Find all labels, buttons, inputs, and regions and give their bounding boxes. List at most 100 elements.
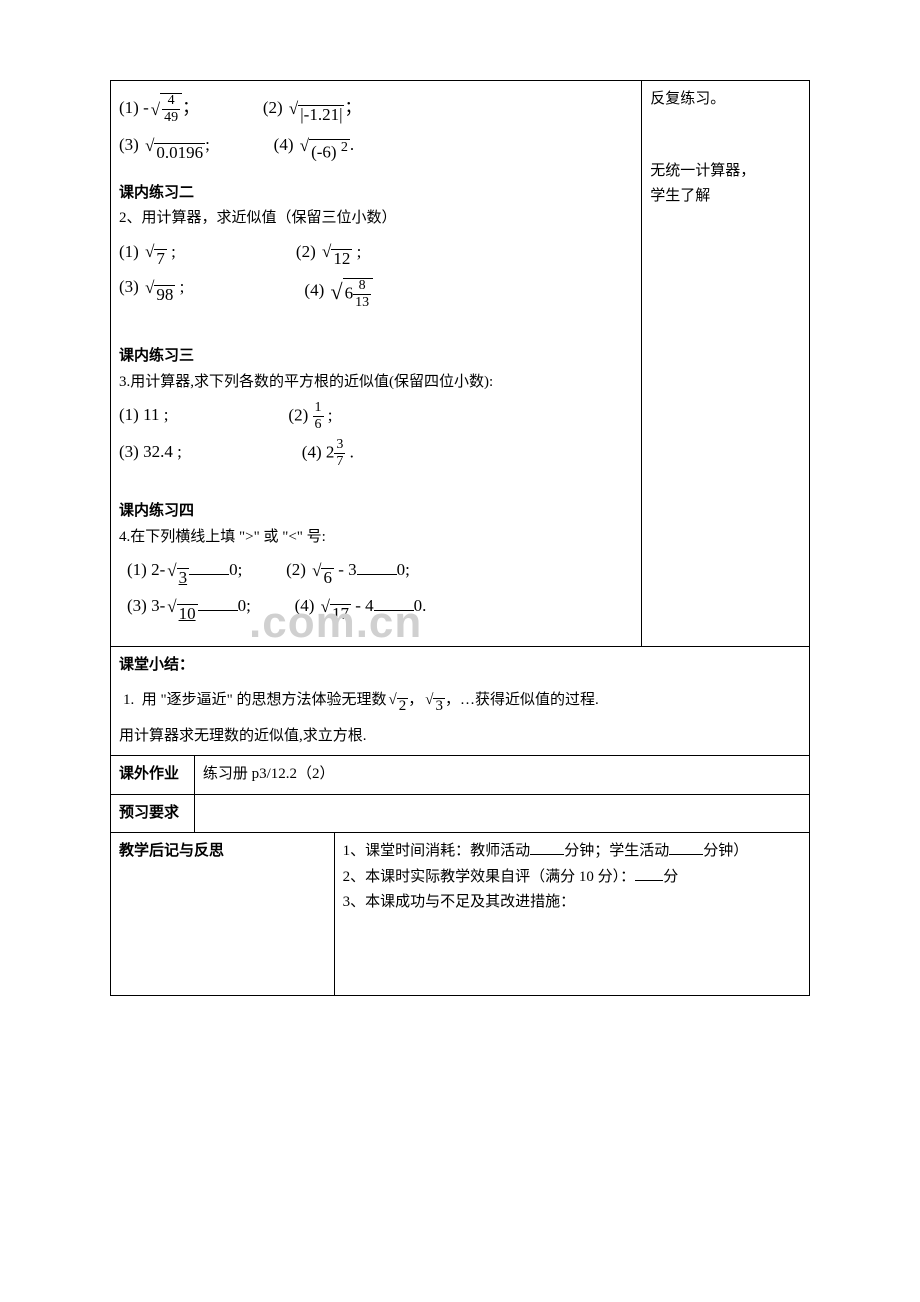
ex4-1-blank[interactable] (189, 557, 229, 575)
summary-line2: 用计算器求无理数的近似值,求立方根. (119, 724, 801, 750)
ex1-4-tail: . (350, 135, 354, 154)
ex4-3-a: (3) 3- (127, 596, 165, 615)
ex4-4-mid: - 4 (351, 596, 374, 615)
ex2-4-whole: 6 (345, 284, 354, 303)
ex3-heading: 课内练习三 (119, 344, 633, 370)
ex3-4-num: 3 (334, 438, 345, 454)
ex4-2-tail: 0; (397, 560, 410, 579)
ex1-2-label: (2) (263, 98, 287, 117)
ex1-4-sup: 2 (341, 139, 348, 155)
main-content-cell: (1) -√449； (2) √|-1.21|； (3) √0.0196; (4… (111, 81, 642, 647)
hw-label: 课外作业 (119, 762, 186, 788)
ex2-row2: (3) √98 ; (4) √6813 (119, 273, 633, 310)
ex1-1-tail: ； (182, 98, 199, 117)
hw-value: 练习册 p3/12.2（2） (203, 766, 335, 782)
ex3-4-den: 7 (334, 454, 345, 469)
ex4-1-a: (1) 2- (127, 560, 165, 579)
ex2-1-tail: ; (167, 242, 176, 261)
main-table: (1) -√449； (2) √|-1.21|； (3) √0.0196; (4… (110, 80, 810, 756)
summary-line1-tail: ，…获得近似值的过程. (445, 692, 599, 708)
reflect-label: 教学后记与反思 (119, 843, 224, 859)
ex2-2-tail: ; (352, 242, 361, 261)
ex1-3-tail: ; (205, 135, 210, 154)
ex4-3-tail: 0; (238, 596, 251, 615)
reflect-2b: 分 (663, 869, 678, 885)
ex1-3-rad: 0.0196 (154, 143, 205, 161)
ex4-2-mid: - 3 (334, 560, 357, 579)
reflect-1a: 1、课堂时间消耗：教师活动 (343, 843, 531, 859)
ex1-line1: (1) -√449； (2) √|-1.21|； (119, 93, 633, 125)
ex2-1-rad: 7 (154, 249, 167, 267)
ex1-1-num: 4 (162, 94, 180, 110)
reflect-label-cell: 教学后记与反思 (111, 833, 335, 996)
ex4-1-tail: 0; (229, 560, 242, 579)
ex1-2-rad: |-1.21| (298, 105, 344, 123)
reflect-1b: 分钟；学生活动 (564, 843, 669, 859)
side-note-2b: 学生了解 (650, 184, 801, 210)
ex1-4-rad: (-6) (311, 143, 336, 162)
ex1-2-tail: ； (344, 98, 361, 117)
ex2-row1: (1) √7 ; (2) √12 ; (119, 238, 633, 268)
ex2-heading: 课内练习二 (119, 181, 633, 207)
ex4-1-rad: 3 (177, 568, 190, 586)
ex2-3-label: (3) (119, 277, 143, 296)
ex2-3-rad: 98 (154, 285, 175, 303)
ex3-2-den: 6 (313, 417, 324, 432)
side-note-1: 反复练习。 (650, 87, 801, 113)
summary-cell: 课堂小结： 1. 用 "逐步逼近" 的思想方法体验无理数√2，√3，…获得近似值… (111, 646, 810, 756)
lower-table: 课外作业 练习册 p3/12.2（2） 预习要求 教学后记与反思 1、课堂时间消… (110, 755, 810, 996)
ex4-4-rad: 17 (330, 604, 351, 622)
summary-heading: 课堂小结： (119, 653, 801, 679)
summary-mid: ， (408, 692, 423, 708)
ex4-heading: 课内练习四 (119, 499, 633, 525)
ex2-2-rad: 12 (331, 249, 352, 267)
ex3-row1: (1) 11 ; (2) 16 ; (119, 401, 633, 432)
summary-rad2: 3 (433, 698, 445, 714)
ex4-4-a: (4) (295, 596, 319, 615)
ex4-row1: (1) 2-√30; (2) √6 - 30; (119, 556, 633, 586)
ex4-4-tail: 0. (414, 596, 427, 615)
summary-line1a: 用 "逐步逼近" 的思想方法体验无理数 (142, 692, 387, 708)
ex1-line2: (3) √0.0196; (4) √(-6) 2. (119, 131, 633, 161)
ex4-4-blank[interactable] (374, 593, 414, 611)
ex1-4-label: (4) (274, 135, 298, 154)
ex3-2-num: 1 (313, 401, 324, 417)
reflect-blank-3[interactable] (635, 865, 663, 881)
ex4-3-blank[interactable] (198, 593, 238, 611)
reflect-3: 3、本课成功与不足及其改进措施： (343, 890, 801, 916)
side-notes-cell: 反复练习。 无统一计算器， 学生了解 (642, 81, 810, 647)
ex2-1-label: (1) (119, 242, 143, 261)
ex4-row2: (3) 3-√100; (4) √17 - 40. .com.cn (119, 592, 633, 622)
page: (1) -√449； (2) √|-1.21|； (3) √0.0196; (4… (0, 0, 920, 1056)
ex4-2-blank[interactable] (357, 557, 397, 575)
reflect-blank-2[interactable] (669, 839, 703, 855)
ex2-2-label: (2) (296, 242, 320, 261)
preview-label: 预习要求 (119, 801, 186, 827)
side-note-2a: 无统一计算器， (650, 159, 801, 185)
preview-value-cell (194, 794, 809, 833)
ex4-2-rad: 6 (321, 568, 334, 586)
ex2-instruction: 2、用计算器，求近似值（保留三位小数） (119, 206, 633, 232)
ex4-3-rad: 10 (177, 604, 198, 622)
ex2-4-den: 13 (353, 295, 371, 310)
ex3-2-label: (2) (288, 406, 312, 425)
ex3-3: (3) 32.4 ; (119, 438, 182, 469)
reflect-blank-1[interactable] (530, 839, 564, 855)
reflect-1c: 分钟） (703, 843, 748, 859)
ex3-4-tail: . (345, 443, 354, 462)
hw-label-cell: 课外作业 (111, 756, 195, 795)
hw-value-cell: 练习册 p3/12.2（2） (194, 756, 809, 795)
reflect-value-cell: 1、课堂时间消耗：教师活动 分钟；学生活动 分钟） 2、本课时实际教学效果自评（满分… (334, 833, 809, 996)
ex4-2-a: (2) (286, 560, 310, 579)
ex1-1-den: 49 (162, 110, 180, 125)
ex3-4-label: (4) 2 (302, 443, 335, 462)
ex2-4-label: (4) (304, 281, 328, 300)
ex3-2-tail: ; (324, 406, 333, 425)
preview-label-cell: 预习要求 (111, 794, 195, 833)
ex4-instruction: 4.在下列横线上填 ">" 或 "<" 号: (119, 525, 633, 551)
ex3-1: (1) 11 ; (119, 401, 168, 432)
ex3-instruction: 3.用计算器,求下列各数的平方根的近似值(保留四位小数): (119, 370, 633, 396)
ex3-row2: (3) 32.4 ; (4) 237 . (119, 438, 633, 469)
ex1-1-label: (1) - (119, 98, 149, 117)
reflect-2a: 2、本课时实际教学效果自评（满分 10 分）： (343, 869, 636, 885)
